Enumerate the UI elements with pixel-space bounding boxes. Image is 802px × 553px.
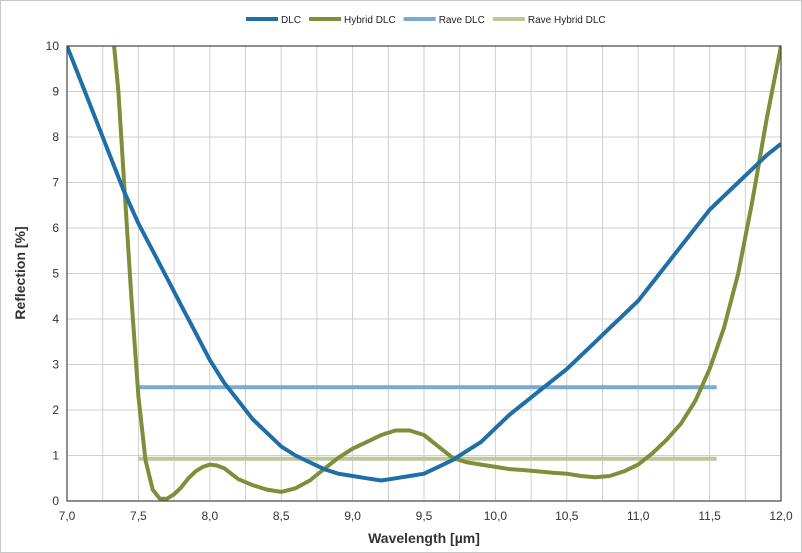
y-tick-labels: 0 1 2 3 4 5 6 7 8 9 10	[46, 39, 60, 508]
y-tick-label: 8	[52, 130, 59, 144]
x-tick-label: 8,5	[273, 509, 290, 523]
y-tick-label: 7	[52, 176, 59, 190]
x-tick-label: 7,0	[59, 509, 76, 523]
y-axis-title: Reflection [%]	[12, 226, 28, 319]
y-tick-label: 2	[52, 403, 59, 417]
x-tick-label: 11,0	[627, 509, 650, 523]
x-tick-label: 9,5	[416, 509, 433, 523]
x-axis-title: Wavelength [µm]	[368, 530, 480, 546]
y-tick-label: 9	[52, 85, 59, 99]
legend-label-dlc: DLC	[281, 15, 301, 26]
series-lines	[67, 45, 781, 501]
plot-frame	[66, 45, 782, 502]
y-tick-label: 10	[46, 39, 60, 53]
x-tick-label: 8,0	[201, 509, 218, 523]
legend: DLC Hybrid DLC Rave DLC Rave Hybrid DLC	[246, 15, 606, 26]
x-tick-label: 11,5	[698, 509, 721, 523]
x-tick-label: 12,0	[769, 509, 793, 523]
x-tick-label: 10,5	[555, 509, 579, 523]
x-tick-label: 9,0	[344, 509, 361, 523]
x-tick-label: 10,0	[484, 509, 508, 523]
series-line-dlc	[67, 45, 781, 483]
y-tick-label: 5	[52, 267, 59, 281]
x-tick-label: 7,5	[130, 509, 147, 523]
y-tick-label: 0	[52, 494, 59, 508]
legend-label-rave-dlc: Rave DLC	[439, 15, 485, 26]
x-tick-labels: 7,0 7,5 8,0 8,5 9,0 9,5 10,0 10,5 11,0 11,5 12,0	[59, 509, 793, 523]
y-tick-label: 1	[52, 449, 59, 463]
y-tick-label: 6	[52, 221, 59, 235]
series-line-hybrid-dlc	[112, 45, 781, 501]
legend-label-hybrid-dlc: Hybrid DLC	[344, 15, 396, 26]
y-tick-label: 3	[52, 358, 59, 372]
legend-label-rave-hybrid-dlc: Rave Hybrid DLC	[528, 15, 606, 26]
y-tick-label: 4	[52, 312, 59, 326]
